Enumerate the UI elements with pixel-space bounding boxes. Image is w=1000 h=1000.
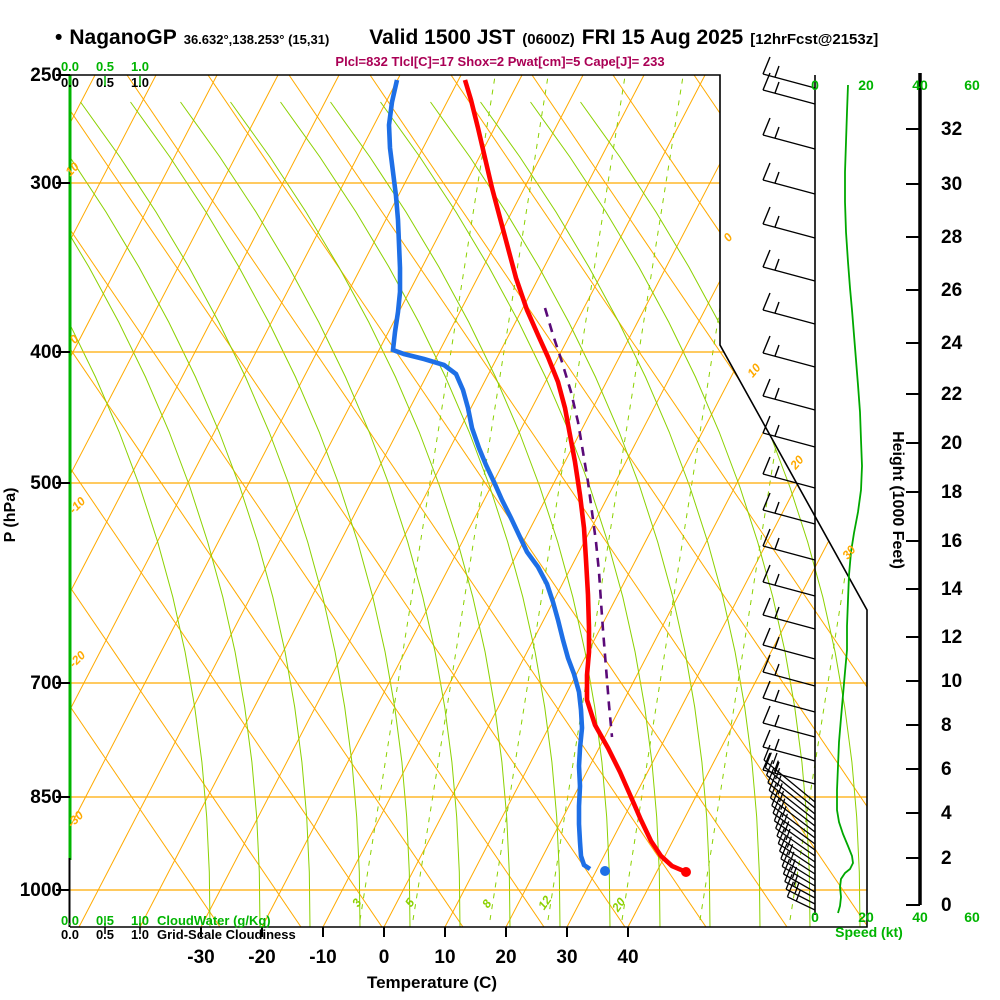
svg-text:20: 20 [858, 909, 874, 925]
svg-text:16: 16 [941, 531, 962, 552]
svg-text:60: 60 [964, 909, 980, 925]
svg-text:Temperature (C): Temperature (C) [367, 973, 497, 992]
svg-text:30: 30 [839, 543, 859, 562]
svg-text:1.0: 1.0 [131, 927, 149, 942]
svg-text:24: 24 [941, 333, 963, 354]
svg-text:1.0: 1.0 [131, 59, 149, 74]
svg-text:Speed (kt): Speed (kt) [835, 924, 903, 940]
svg-text:8: 8 [941, 715, 952, 736]
svg-text:26: 26 [941, 280, 962, 301]
svg-text:0: 0 [811, 909, 819, 925]
svg-text:0.5: 0.5 [96, 59, 114, 74]
svg-text:22: 22 [941, 384, 962, 405]
svg-text:40: 40 [617, 947, 638, 968]
svg-text:500: 500 [30, 473, 62, 494]
svg-text:28: 28 [941, 227, 962, 248]
svg-text:Grid-Scale Cloudiness: Grid-Scale Cloudiness [157, 927, 296, 942]
svg-text:10: 10 [744, 361, 764, 380]
svg-text:10: 10 [941, 671, 962, 692]
svg-text:40: 40 [912, 77, 928, 93]
svg-text:0: 0 [811, 77, 819, 93]
svg-text:60: 60 [964, 77, 980, 93]
svg-text:400: 400 [30, 342, 62, 363]
svg-text:0.0: 0.0 [61, 59, 79, 74]
svg-text:2: 2 [941, 848, 952, 869]
zulu-time: (0600Z) [522, 31, 575, 48]
svg-text:-30: -30 [187, 947, 214, 968]
svg-text:32: 32 [941, 119, 962, 140]
svg-text:0: 0 [720, 230, 735, 244]
svg-text:850: 850 [30, 787, 62, 808]
svg-text:10: 10 [62, 159, 82, 179]
forecast-ref: [12hrFcst@2153z] [750, 31, 879, 48]
svg-text:40: 40 [912, 909, 928, 925]
svg-text:-30: -30 [64, 808, 86, 830]
svg-text:4: 4 [941, 803, 952, 824]
svg-text:0.5: 0.5 [96, 927, 114, 942]
station-name: NaganoGP [69, 26, 177, 49]
svg-text:0.0: 0.0 [61, 927, 79, 942]
svg-text:-10: -10 [309, 947, 336, 968]
title-bar: • NaganoGP 36.632°,138.253° (15,31) Vali… [55, 26, 878, 50]
svg-text:20: 20 [941, 433, 962, 454]
svg-text:250: 250 [30, 65, 62, 86]
sounding-parameters: Plcl=832 Tlcl[C]=17 Shox=2 Pwat[cm]=5 Ca… [335, 54, 665, 69]
svg-text:12: 12 [941, 627, 962, 648]
svg-text:20: 20 [609, 895, 629, 915]
svg-text:18: 18 [941, 482, 962, 503]
svg-text:20: 20 [858, 77, 874, 93]
svg-text:6: 6 [941, 759, 952, 780]
valid-time: Valid 1500 JST [369, 26, 516, 49]
svg-text:0: 0 [941, 895, 952, 916]
station-coords: 36.632°,138.253° (15,31) [183, 32, 330, 47]
station-bullet-icon: • [55, 26, 63, 49]
svg-text:30: 30 [941, 174, 962, 195]
svg-text:CloudWater (g/Kg): CloudWater (g/Kg) [157, 913, 271, 928]
svg-text:-20: -20 [248, 947, 275, 968]
svg-text:Height (1000 Feet): Height (1000 Feet) [889, 431, 906, 569]
svg-text:0: 0 [379, 947, 390, 968]
svg-text:700: 700 [30, 673, 62, 694]
svg-text:300: 300 [30, 173, 62, 194]
svg-text:20: 20 [495, 947, 516, 968]
svg-text:1000: 1000 [20, 880, 62, 901]
svg-text:0.0: 0.0 [61, 913, 79, 928]
svg-text:30: 30 [556, 947, 577, 968]
svg-text:14: 14 [941, 579, 963, 600]
valid-date: FRI 15 Aug 2025 [581, 26, 744, 49]
svg-text:P (hPa): P (hPa) [2, 488, 19, 543]
svg-text:10: 10 [434, 947, 455, 968]
svg-text:0.0: 0.0 [61, 75, 79, 90]
